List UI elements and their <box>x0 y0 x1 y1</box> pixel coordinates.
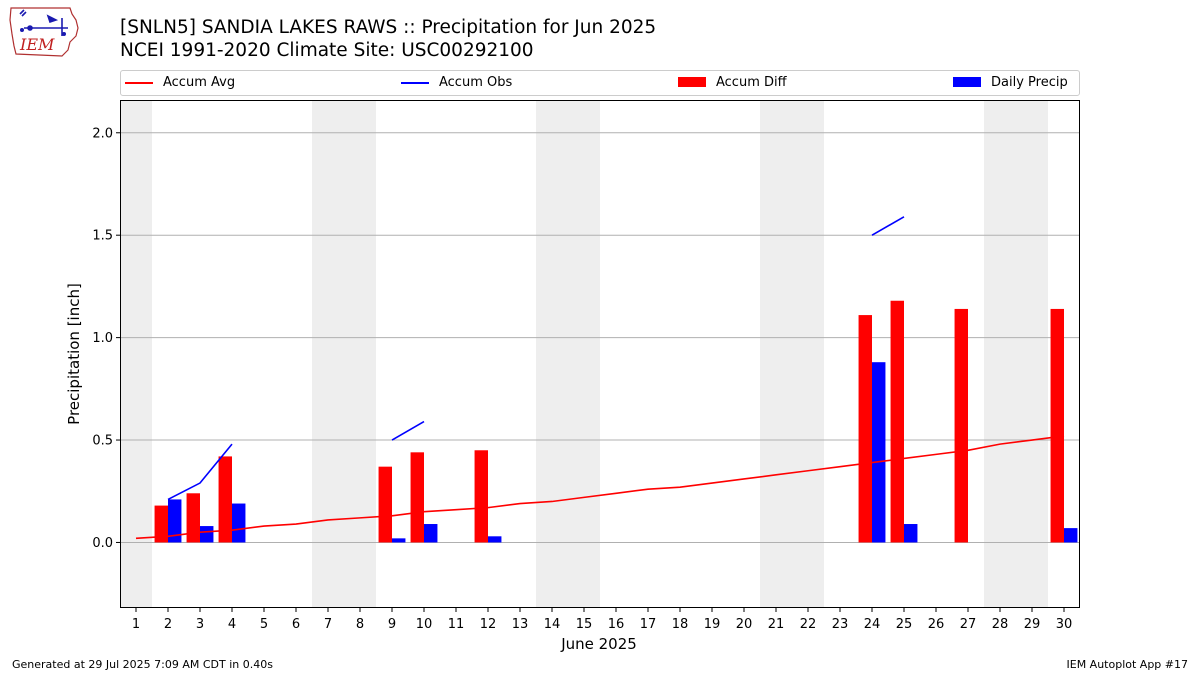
x-tick-label: 2 <box>164 617 172 632</box>
accum-diff-bar <box>954 308 968 543</box>
daily-precip-bar <box>424 524 438 543</box>
x-tick-label: 15 <box>576 617 593 632</box>
x-tick-label: 12 <box>480 617 497 632</box>
x-axis: 1 2 3 4 5 6 7 8 9 10 11 12 13 14 15 16 17 18 19 20 21 22 23 24 2… <box>132 608 1072 632</box>
x-tick-label: 11 <box>448 617 465 632</box>
x-tick-label: 6 <box>292 617 300 632</box>
daily-precip-bar <box>168 499 182 543</box>
app-credit: IEM Autoplot App #17 <box>1066 658 1189 671</box>
daily-precip-bar <box>872 362 886 543</box>
x-tick-label: 3 <box>196 617 204 632</box>
x-tick-label: 22 <box>800 617 817 632</box>
chart-subtitle: NCEI 1991-2020 Climate Site: USC00292100 <box>120 40 534 61</box>
weekend-band <box>984 100 1048 608</box>
weekend-band <box>536 100 600 608</box>
daily-precip-bar <box>904 524 918 543</box>
accum-obs-line <box>167 443 233 501</box>
chart-title: [SNLN5] SANDIA LAKES RAWS :: Precipitati… <box>120 17 657 38</box>
chart-legend: Accum Avg Accum Obs Accum Diff Daily Pre… <box>120 70 1080 96</box>
weekend-band <box>312 100 376 608</box>
legend-label: Daily Precip <box>991 75 1068 90</box>
iowa-outline-icon <box>9 7 79 57</box>
x-tick-label: 10 <box>416 617 433 632</box>
y-tick-label: 0.5 <box>92 434 113 449</box>
y-tick-label: 1.5 <box>92 229 113 244</box>
x-tick-label: 4 <box>228 617 236 632</box>
x-tick-label: 29 <box>1024 617 1041 632</box>
accum-diff-bar <box>1050 308 1064 543</box>
accum-diff-bar <box>410 452 424 543</box>
legend-swatch <box>125 82 153 84</box>
x-tick-label: 21 <box>768 617 785 632</box>
grid-lines <box>120 132 1080 543</box>
accum-diff-bar <box>218 456 232 543</box>
legend-label: Accum Diff <box>716 75 787 90</box>
plot-frame <box>120 100 1080 608</box>
x-tick-label: 16 <box>608 617 625 632</box>
accum-diff-bar <box>858 315 872 543</box>
x-tick-label: 13 <box>512 617 529 632</box>
weekend-band <box>120 100 152 608</box>
x-tick-label: 25 <box>896 617 913 632</box>
x-tick-label: 7 <box>324 617 332 632</box>
x-tick-label: 14 <box>544 617 561 632</box>
accum-diff-bar <box>890 300 904 543</box>
lines <box>135 216 1065 540</box>
iem-logo: IEM <box>9 7 79 57</box>
y-tick-label: 2.0 <box>92 126 113 141</box>
weekend-shading <box>120 100 1048 608</box>
daily-precip-bar <box>232 503 246 543</box>
bars <box>154 300 1078 543</box>
legend-swatch <box>678 77 706 87</box>
x-tick-label: 20 <box>736 617 753 632</box>
accum-obs-line <box>871 216 905 236</box>
accum-avg-line <box>135 435 1065 540</box>
weather-station-icon <box>19 9 68 36</box>
daily-precip-bar <box>392 538 406 543</box>
x-tick-label: 9 <box>388 617 396 632</box>
x-tick-label: 8 <box>356 617 364 632</box>
accum-diff-bar <box>378 466 392 543</box>
x-tick-label: 28 <box>992 617 1009 632</box>
y-tick-label: 0.0 <box>92 536 113 551</box>
x-tick-label: 1 <box>132 617 140 632</box>
x-tick-label: 18 <box>672 617 689 632</box>
x-tick-label: 26 <box>928 617 945 632</box>
accum-diff-bar <box>154 505 168 543</box>
y-axis: 0.0 0.5 1.0 1.5 2.0 <box>92 126 120 551</box>
legend-swatch <box>953 77 981 87</box>
x-tick-label: 17 <box>640 617 657 632</box>
x-tick-label: 5 <box>260 617 268 632</box>
weekend-band <box>760 100 824 608</box>
x-tick-label: 23 <box>832 617 849 632</box>
logo-text: IEM <box>19 35 55 54</box>
x-axis-label: June 2025 <box>560 635 637 653</box>
accum-diff-bar <box>186 493 200 543</box>
x-tick-label: 30 <box>1056 617 1073 632</box>
daily-precip-bar <box>488 536 502 543</box>
x-tick-label: 19 <box>704 617 721 632</box>
x-tick-label: 24 <box>864 617 881 632</box>
daily-precip-bar <box>1064 528 1078 543</box>
accum-diff-bar <box>474 450 488 543</box>
generated-timestamp: Generated at 29 Jul 2025 7:09 AM CDT in … <box>12 658 273 671</box>
daily-precip-bar <box>200 526 214 543</box>
legend-label: Accum Avg <box>163 75 236 90</box>
y-tick-label: 1.0 <box>92 331 113 346</box>
x-tick-label: 27 <box>960 617 977 632</box>
y-axis-label: Precipitation [inch] <box>65 283 83 425</box>
accum-obs-line <box>391 420 425 441</box>
legend-label: Accum Obs <box>439 75 513 90</box>
legend-swatch <box>401 82 429 84</box>
